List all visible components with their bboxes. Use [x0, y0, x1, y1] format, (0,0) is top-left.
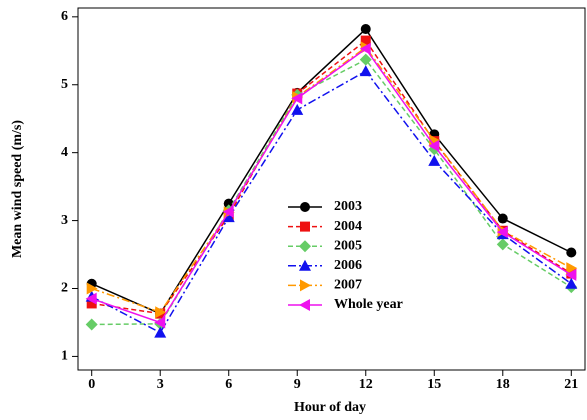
data-point — [359, 65, 372, 77]
y-axis-title: Mean wind speed (m/s) — [10, 120, 25, 258]
legend-marker — [300, 202, 310, 212]
legend-label: 2005 — [334, 238, 362, 253]
data-point — [566, 247, 577, 258]
series-line — [91, 47, 572, 324]
data-point — [291, 103, 304, 115]
y-tick-label: 5 — [61, 77, 68, 92]
data-point — [223, 198, 234, 209]
data-point — [360, 24, 371, 35]
legend-label: 2007 — [334, 278, 362, 293]
y-tick-label: 1 — [61, 349, 68, 364]
data-point — [85, 318, 98, 331]
legend-marker — [299, 240, 311, 253]
legend-marker — [300, 221, 310, 232]
legend-marker — [299, 299, 310, 311]
series-line — [91, 46, 572, 314]
data-point — [428, 139, 440, 152]
legend-label: 2006 — [334, 258, 362, 273]
legend-marker — [300, 279, 311, 292]
x-tick-label: 18 — [496, 377, 510, 392]
data-point — [222, 205, 234, 218]
data-point — [86, 282, 98, 295]
data-point — [566, 262, 578, 275]
y-tick-label: 4 — [61, 145, 68, 160]
y-tick-label: 6 — [61, 9, 68, 24]
legend-label: 2003 — [334, 199, 362, 214]
data-point — [155, 306, 167, 319]
x-tick-label: 6 — [225, 377, 232, 392]
x-tick-label: 12 — [359, 377, 373, 392]
data-point — [496, 226, 508, 239]
data-point — [359, 53, 372, 66]
x-tick-label: 9 — [294, 377, 301, 392]
x-tick-label: 3 — [157, 377, 164, 392]
legend-label: 2004 — [334, 219, 362, 234]
data-point — [565, 268, 577, 281]
data-point — [428, 154, 441, 166]
data-point — [565, 277, 578, 289]
series-line — [91, 70, 572, 334]
data-point — [222, 211, 235, 223]
data-point — [497, 213, 508, 224]
legend-marker — [299, 259, 311, 271]
legend-label: Whole year — [334, 297, 403, 312]
y-tick-label: 3 — [61, 213, 68, 228]
series-line — [91, 58, 572, 326]
x-tick-label: 15 — [427, 377, 441, 392]
data-point — [154, 316, 166, 329]
data-point — [85, 292, 97, 305]
data-point — [291, 92, 303, 105]
data-point — [154, 326, 167, 338]
data-point — [496, 238, 509, 251]
x-tick-label: 21 — [564, 377, 578, 392]
series-line — [91, 39, 572, 315]
data-point — [359, 42, 371, 55]
plot-frame — [77, 7, 586, 371]
x-tick-label: 0 — [88, 377, 95, 392]
y-tick-label: 2 — [61, 281, 68, 296]
x-axis-title: Hour of day — [294, 400, 366, 415]
